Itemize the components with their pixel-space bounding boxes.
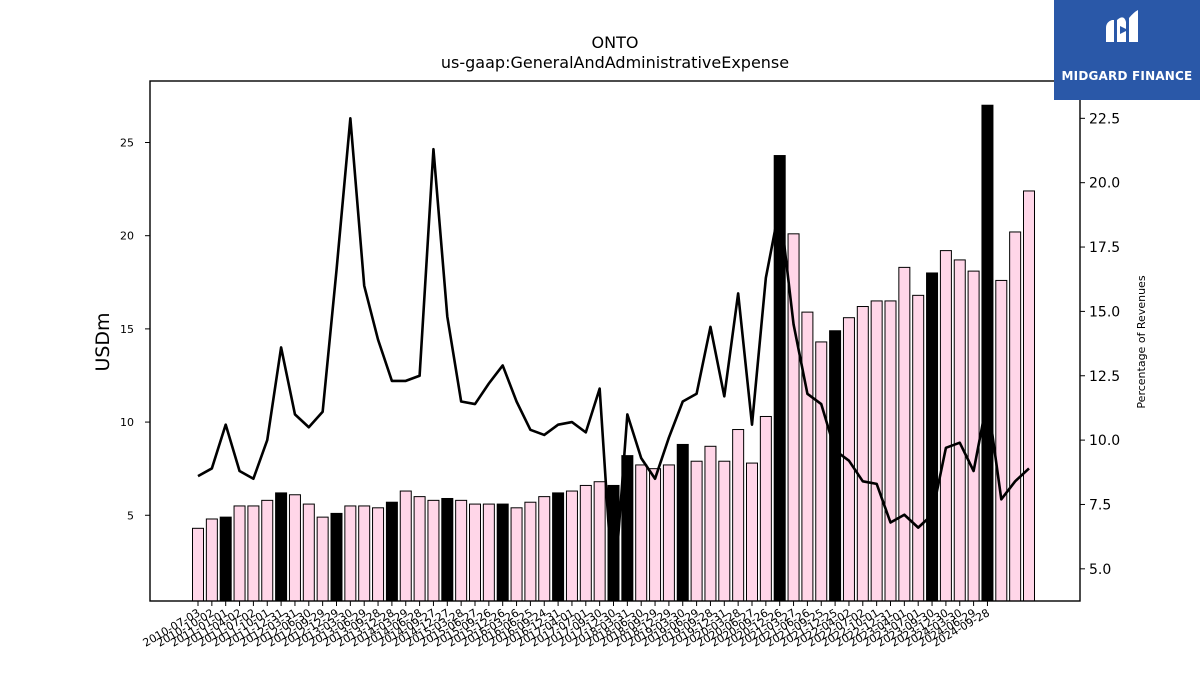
bar xyxy=(524,501,537,602)
bar xyxy=(939,250,952,602)
pct-revenue-line xyxy=(197,117,1030,602)
bar xyxy=(288,494,301,602)
bar xyxy=(205,518,218,602)
bar xyxy=(926,272,939,602)
y-tick-label: 25 xyxy=(120,137,134,150)
y2-axis-label: Percentage of Revenues xyxy=(1135,275,1148,408)
line-series xyxy=(197,117,1030,602)
bar xyxy=(579,484,592,602)
y-axis-label: USDm xyxy=(92,312,114,371)
bar xyxy=(898,266,911,602)
bar xyxy=(815,341,828,602)
bar xyxy=(455,499,468,602)
bar xyxy=(829,330,842,602)
bar xyxy=(690,460,703,602)
bar xyxy=(399,490,412,602)
bar-series xyxy=(192,104,1035,602)
y-tick-label: 5 xyxy=(127,509,134,522)
bar xyxy=(912,294,925,602)
bar xyxy=(981,104,994,602)
bar xyxy=(704,445,717,602)
bar xyxy=(427,499,440,602)
bar xyxy=(967,270,980,602)
chart-subtitle: us-gaap:GeneralAndAdministrativeExpense xyxy=(441,53,789,72)
chart-title: ONTO xyxy=(592,33,639,52)
y-tick-label: 15 xyxy=(120,323,134,336)
bar xyxy=(884,300,897,602)
bar xyxy=(649,468,662,602)
bar xyxy=(441,497,454,602)
bar xyxy=(1009,231,1022,602)
bar xyxy=(510,507,523,602)
bar xyxy=(469,503,481,602)
bar xyxy=(316,516,329,602)
y2-tick-label: 22.5 xyxy=(1089,111,1120,127)
bar xyxy=(662,464,675,602)
axes: 5101520255.07.510.012.515.017.520.022.52… xyxy=(120,80,1120,650)
bar xyxy=(275,492,288,602)
bar xyxy=(482,503,495,602)
bar xyxy=(372,507,385,602)
y2-tick-label: 10.0 xyxy=(1089,433,1120,449)
bar xyxy=(856,306,869,602)
y-tick-label: 20 xyxy=(120,230,134,243)
bar xyxy=(1023,190,1035,602)
bar xyxy=(732,429,745,602)
bar xyxy=(801,311,814,602)
y2-tick-label: 7.5 xyxy=(1089,497,1111,513)
bar xyxy=(953,259,966,602)
bar xyxy=(219,516,232,602)
bar xyxy=(870,300,883,602)
y2-tick-label: 20.0 xyxy=(1089,176,1120,192)
y2-tick-label: 5.0 xyxy=(1089,562,1111,578)
bar xyxy=(496,503,509,602)
bar xyxy=(593,481,606,602)
bar xyxy=(413,496,426,602)
bar xyxy=(759,415,772,602)
y2-tick-label: 15.0 xyxy=(1089,304,1120,320)
bar xyxy=(302,503,315,602)
bar xyxy=(552,492,565,602)
bar xyxy=(344,505,357,602)
midgard-logo-icon xyxy=(1106,10,1138,42)
bar xyxy=(358,505,371,602)
bar xyxy=(565,490,578,602)
bar xyxy=(746,462,758,602)
bar xyxy=(718,460,731,602)
bar xyxy=(247,505,260,602)
bar xyxy=(192,527,204,602)
y-tick-label: 10 xyxy=(120,416,134,429)
bar xyxy=(330,512,343,602)
plot-frame xyxy=(149,80,1081,602)
bar xyxy=(635,464,648,602)
bar xyxy=(538,496,551,602)
y2-tick-label: 12.5 xyxy=(1089,369,1120,385)
brand-logo: MIDGARD FINANCE xyxy=(1054,0,1200,100)
brand-logo-text: MIDGARD FINANCE xyxy=(1061,69,1193,83)
bar xyxy=(385,501,398,602)
bar xyxy=(995,279,1008,602)
bar xyxy=(261,499,274,602)
bar xyxy=(676,443,689,602)
bar xyxy=(233,505,246,602)
y2-tick-label: 17.5 xyxy=(1089,240,1120,256)
